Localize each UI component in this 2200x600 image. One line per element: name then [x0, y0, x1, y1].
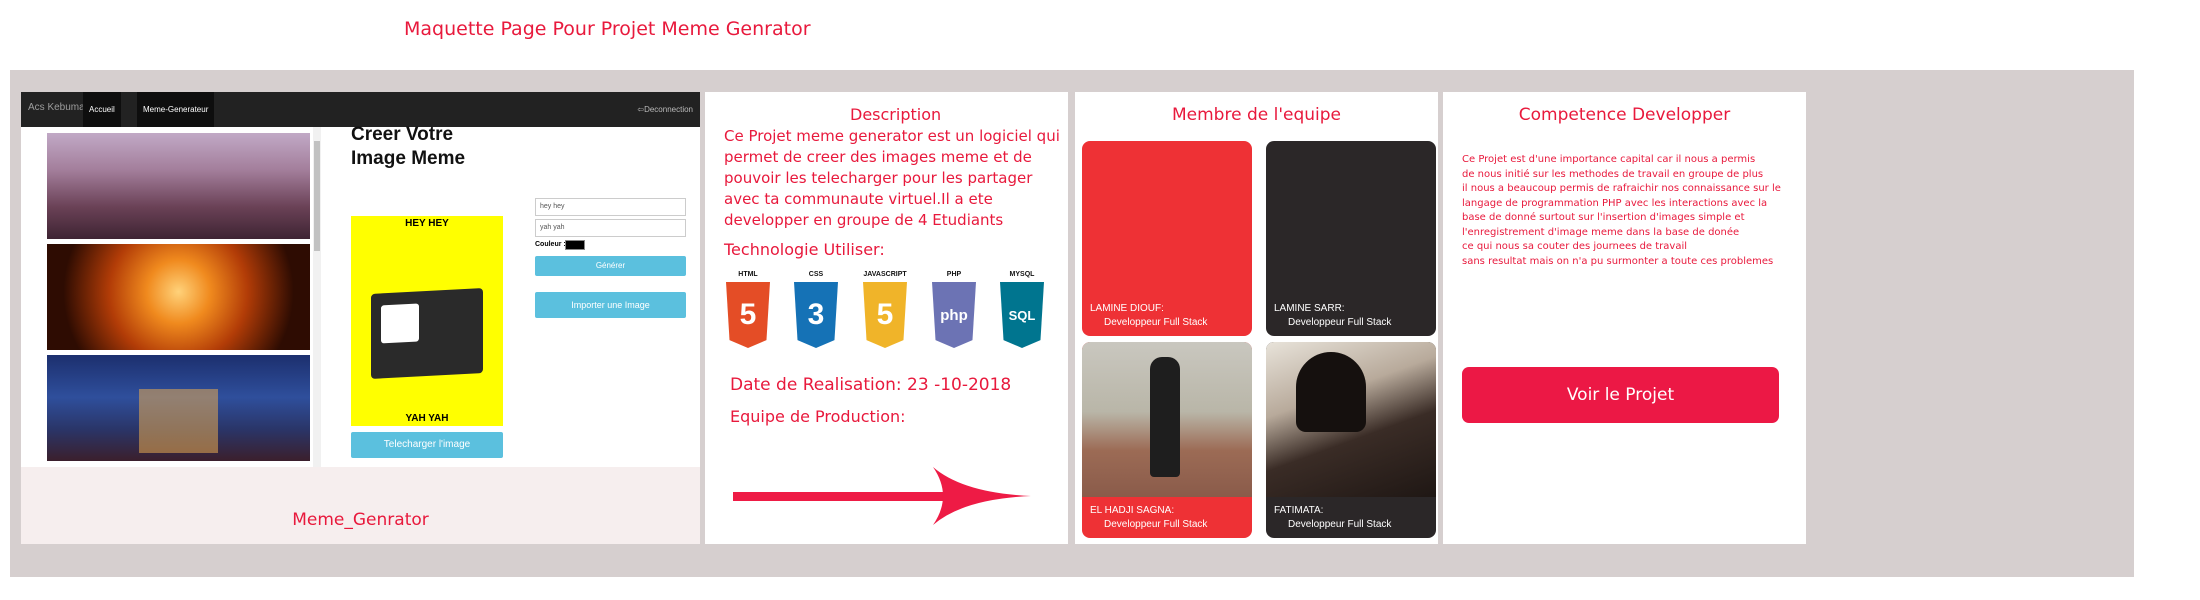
competence-line: il nous a beaucoup permis de rafraichir …	[1462, 183, 1781, 194]
member-name: FATIMATA:	[1274, 505, 1324, 516]
competence-line: langage de programmation PHP avec les in…	[1462, 197, 1768, 209]
app-brand[interactable]: Acs Kebumak	[28, 102, 90, 113]
tech-php: PHP php	[929, 271, 979, 348]
competence-panel	[1443, 92, 1806, 544]
thumbnail-scrollbar[interactable]	[313, 127, 321, 467]
member-card[interactable]: EL HADJI SAGNA: Developpeur Full Stack	[1082, 342, 1252, 538]
competence-line: base de donné surtout sur l'insertion d'…	[1462, 212, 1745, 223]
mysql-icon: SQL	[1000, 282, 1044, 348]
tech-name: PHP	[946, 271, 962, 278]
telecharger-button[interactable]: Telecharger l'image	[351, 432, 503, 458]
member-role: Developpeur Full Stack	[1104, 317, 1208, 328]
meme-template-thumbnail[interactable]	[47, 133, 310, 239]
color-picker[interactable]	[565, 240, 585, 250]
top-text-input[interactable]: hey hey	[535, 198, 686, 216]
couleur-label: Couleur :	[535, 241, 566, 248]
member-photo	[1266, 342, 1436, 497]
tech-name: JAVASCRIPT	[863, 271, 907, 278]
javascript-icon: 5	[863, 282, 907, 348]
description-text: Ce Projet meme generator est un logiciel…	[724, 127, 1060, 229]
member-photo	[1082, 342, 1252, 497]
tech-name: MYSQL	[1009, 271, 1035, 278]
tech-css: CSS 3	[791, 271, 841, 348]
member-card[interactable]: LAMINE SARR: Developpeur Full Stack	[1266, 141, 1436, 336]
meme-top-text: HEY HEY	[405, 218, 449, 229]
tech-html: HTML 5	[723, 271, 773, 348]
member-name: LAMINE DIOUF:	[1090, 303, 1164, 314]
competence-line: de nous initié sur les methodes de trava…	[1462, 168, 1764, 180]
membre-title: Membre de l'equipe	[1171, 105, 1341, 125]
member-name: LAMINE SARR:	[1274, 303, 1345, 314]
member-role: Developpeur Full Stack	[1104, 519, 1208, 530]
member-caption: LAMINE DIOUF: Developpeur Full Stack	[1082, 296, 1252, 336]
member-caption: FATIMATA: Developpeur Full Stack	[1266, 498, 1436, 538]
equipe-production-label: Equipe de Production:	[730, 407, 906, 426]
app-caption: Meme_Genrator	[292, 510, 429, 530]
tech-name: CSS	[808, 271, 824, 278]
meme-bottom-text: YAH YAH	[405, 413, 449, 424]
logout-icon: ⇦	[637, 105, 645, 114]
app-navbar: Acs Kebumak Accueil Meme-Generateur ⇦Dec…	[21, 92, 700, 127]
nav-meme-generateur[interactable]: Meme-Generateur	[137, 92, 215, 127]
scrollbar-thumb[interactable]	[314, 141, 320, 251]
creer-image-title: Creer Votre Image Meme	[351, 124, 466, 169]
css3-icon: 3	[794, 282, 838, 348]
arrow-right-icon	[733, 467, 1031, 525]
voir-projet-button[interactable]: Voir le Projet	[1462, 367, 1779, 423]
meme-template-thumbnail[interactable]	[47, 244, 310, 350]
competence-line: Ce Projet est d'une importance capital c…	[1462, 154, 1756, 165]
member-caption: LAMINE SARR: Developpeur Full Stack	[1266, 296, 1436, 336]
importer-button[interactable]: Importer une Image	[535, 292, 686, 318]
generer-button[interactable]: Générer	[535, 256, 686, 276]
bottom-text-input[interactable]: yah yah	[535, 219, 686, 237]
technologie-label: Technologie Utiliser:	[724, 240, 885, 259]
tech-javascript: JAVASCRIPT 5	[860, 271, 910, 348]
tech-name: HTML	[738, 271, 758, 278]
meme-image	[371, 288, 483, 379]
member-caption: EL HADJI SAGNA: Developpeur Full Stack	[1082, 498, 1252, 538]
member-card[interactable]: LAMINE DIOUF: Developpeur Full Stack	[1082, 141, 1252, 336]
tech-mysql: MYSQL SQL	[997, 271, 1047, 348]
description-title: Description	[850, 105, 942, 124]
meme-preview: HEY HEY YAH YAH	[351, 216, 503, 426]
competence-line: sans resultat mais on n'a pu surmonter a…	[1462, 255, 1774, 267]
php-icon: php	[932, 282, 976, 348]
logout-label: Deconnection	[644, 105, 693, 114]
html5-icon: 5	[726, 282, 770, 348]
member-card[interactable]: FATIMATA: Developpeur Full Stack	[1266, 342, 1436, 538]
competence-line: ce qui nous sa couter des journees de tr…	[1462, 241, 1688, 252]
nav-accueil[interactable]: Accueil	[83, 92, 121, 127]
competence-title: Competence Developper	[1518, 105, 1731, 125]
date-realisation: Date de Realisation: 23 -10-2018	[730, 375, 1012, 395]
meme-template-thumbnail[interactable]	[47, 355, 310, 461]
page-title: Maquette Page Pour Projet Meme Genrator	[404, 18, 811, 40]
member-name: EL HADJI SAGNA:	[1090, 505, 1175, 516]
competence-text: Ce Projet est d'une importance capital c…	[1462, 153, 1802, 269]
member-role: Developpeur Full Stack	[1288, 317, 1392, 328]
logout-link[interactable]: ⇦Deconnection	[637, 105, 693, 114]
member-role: Developpeur Full Stack	[1288, 519, 1392, 530]
competence-line: l'enregistrement d'image meme dans la ba…	[1462, 226, 1740, 238]
